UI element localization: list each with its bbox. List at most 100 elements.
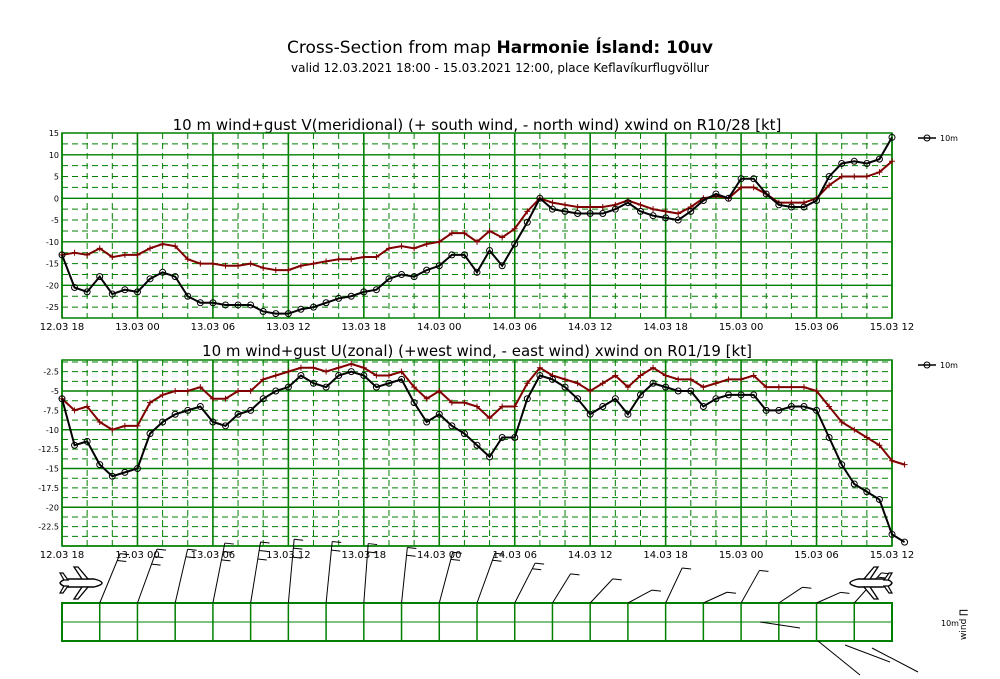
gust-data-point	[373, 372, 380, 379]
gust-data-point	[662, 372, 669, 379]
wind-barb	[99, 553, 121, 604]
wind-barb	[514, 562, 536, 604]
gust-data-point	[738, 184, 745, 191]
wind-barb-feather	[535, 562, 545, 565]
gust-data-point	[826, 182, 833, 189]
wind-data-point	[687, 387, 695, 395]
wind-data-point	[674, 216, 682, 224]
wind-barb-feather	[452, 551, 462, 554]
wind-barb-feather	[494, 552, 505, 555]
wind-barb-panel: 10m wind ∏	[61, 538, 969, 676]
gust-data-point	[675, 376, 682, 383]
wind-data-point	[347, 368, 355, 376]
gust-data-point	[411, 384, 418, 391]
wind-barb-feather	[368, 543, 378, 546]
wind-data-point	[888, 133, 896, 141]
wind-barb-feather	[156, 548, 167, 551]
gust-data-point	[511, 403, 518, 410]
wind-data-point	[825, 434, 833, 441]
wind-barb-feather	[802, 586, 812, 589]
wind-data-point	[699, 196, 707, 204]
wind-data-point	[511, 240, 519, 248]
wind-barb-feather	[187, 548, 197, 551]
wind-barb-feather	[612, 578, 622, 581]
wind-data-point	[284, 310, 292, 318]
wind-data-point	[83, 437, 91, 445]
x-tick-label: 14.03 00	[417, 550, 462, 561]
wind-data-point	[762, 406, 770, 414]
wind-data-point	[536, 194, 544, 202]
gust-data-point	[71, 249, 78, 256]
gust-data-point	[461, 230, 468, 237]
gust-data-point	[260, 264, 267, 271]
gust-data-point	[612, 372, 619, 379]
gust-data-point	[574, 380, 581, 387]
wind-data-point	[599, 210, 607, 218]
gust-data-point	[700, 384, 707, 391]
wind-barb	[759, 621, 801, 629]
wind-barb	[665, 567, 683, 604]
gust-data-point	[838, 173, 845, 180]
wind-data-point	[360, 288, 368, 296]
wind-barb	[817, 640, 861, 676]
wind-data-point	[196, 403, 204, 410]
gust-data-point	[461, 399, 468, 406]
legend-label: 10m	[940, 134, 958, 143]
y-tick-label: -12.5	[38, 445, 59, 454]
wind-data-point	[435, 262, 443, 270]
wind-data-point	[725, 391, 733, 399]
wind-data-point	[448, 251, 456, 259]
wind-data-point	[838, 159, 846, 167]
airplane-wing	[72, 566, 90, 600]
x-tick-label: 15.03 00	[719, 550, 764, 561]
gust-data-point	[247, 260, 254, 267]
gust-data-point	[750, 372, 757, 379]
wind-data-point	[297, 305, 305, 313]
wind-data-point	[574, 210, 582, 218]
wind-data-point	[674, 387, 682, 395]
wind-barb	[287, 539, 295, 604]
gust-data-point	[385, 245, 392, 252]
x-tick-label: 13.03 18	[342, 550, 387, 561]
wind-data-point	[184, 292, 192, 300]
wind-data-point	[737, 391, 745, 399]
legend-label: 10m	[940, 361, 958, 370]
gust-data-point	[813, 388, 820, 394]
gust-data-point	[134, 422, 141, 429]
airplane-tail	[58, 572, 70, 594]
x-tick-label: 14.03 18	[643, 322, 688, 333]
wind-barb-feather	[224, 542, 234, 545]
x-tick-label: 14.03 06	[492, 322, 537, 333]
wind-data-point	[787, 403, 795, 410]
gust-data-point	[385, 372, 392, 379]
wind-data-point	[410, 273, 418, 281]
gust-data-point	[235, 262, 242, 269]
gust-data-point	[285, 368, 292, 375]
wind-barb-feather	[120, 553, 130, 556]
wind-barb-feather	[532, 568, 542, 571]
wind-data-point	[272, 387, 280, 395]
gust-data-point	[499, 403, 506, 410]
wind-data-point	[624, 410, 632, 418]
wind-data-point	[662, 383, 670, 391]
wind-barb-feather	[151, 563, 161, 566]
x-tick-label: 13.03 18	[342, 322, 387, 333]
wind-data-point	[725, 194, 733, 202]
gust-data-point	[222, 262, 229, 269]
gust-data-point	[184, 388, 191, 394]
runway-planes	[58, 566, 894, 600]
gust-data-point	[637, 201, 644, 208]
gust-data-point	[587, 388, 594, 394]
wind-barb-feather	[407, 546, 417, 549]
gust-data-point	[147, 245, 154, 252]
barb-axis-label: wind ∏	[959, 609, 969, 640]
x-tick-label: 15.03 12	[870, 322, 915, 333]
wind-data-point	[398, 270, 406, 278]
x-tick-label: 14.03 18	[643, 550, 688, 561]
y-tick-label: -2.5	[43, 368, 59, 377]
wind-data-point	[322, 383, 330, 391]
x-tick-label: 15.03 06	[794, 550, 839, 561]
gust-data-point	[398, 368, 405, 375]
gust-data-point	[96, 419, 103, 425]
wind-data-point	[335, 294, 343, 302]
